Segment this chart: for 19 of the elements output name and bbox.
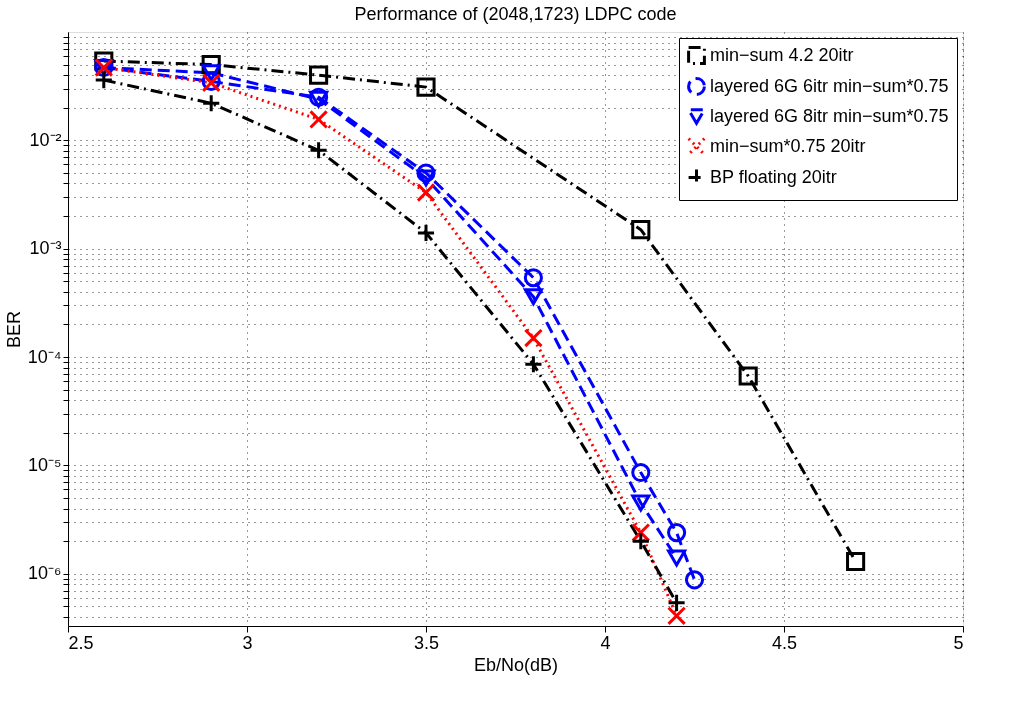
y-tick-label: 10⁻³ [29,238,62,259]
x-tick-label: 2.5 [68,632,94,653]
y-tick-label: 10⁻² [29,129,62,150]
legend-label: layered 6G 8itr min−sum*0.75 [710,105,949,126]
x-axis-title: Eb/No(dB) [473,654,559,675]
y-tick-label: 10⁻⁵ [28,454,62,475]
x-tick-label: 3 [242,632,253,653]
legend-label: min−sum 4.2 20itr [710,44,854,65]
legend-label: min−sum*0.75 20itr [710,135,866,156]
y-tick-label: 10⁻⁶ [28,563,62,584]
y-axis-title: BER [3,310,24,349]
y-tick-label: 10⁻⁴ [27,346,62,367]
chart-title: Performance of (2048,1723) LDPC code [354,3,677,24]
x-tick-label: 3.5 [413,632,440,653]
legend-label: BP floating 20itr [710,166,837,187]
x-tick-label: 4.5 [771,632,798,653]
legend-label: layered 6G 6itr min−sum*0.75 [710,75,949,96]
x-tick-label: 4 [600,632,611,653]
x-tick-label: 5 [953,632,964,653]
